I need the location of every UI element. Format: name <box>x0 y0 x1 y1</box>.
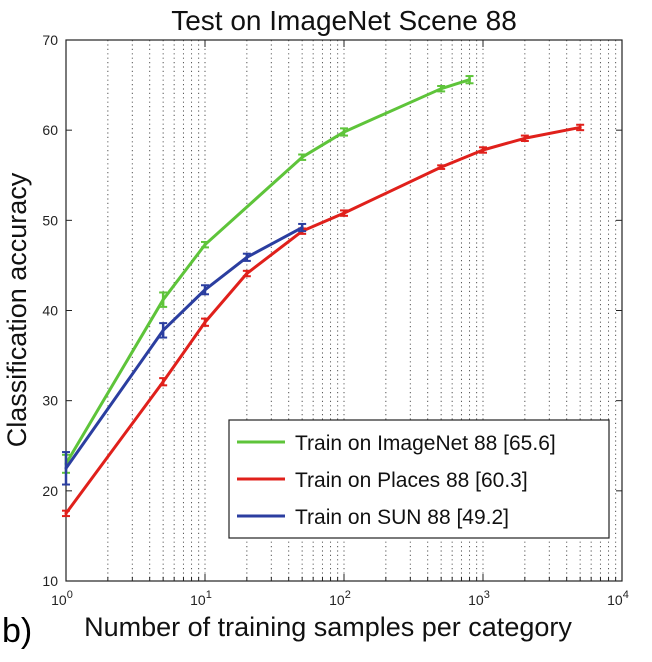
error-bar <box>201 284 209 296</box>
x-tick-label: 102 <box>329 589 351 608</box>
error-bar <box>201 240 209 249</box>
error-bar <box>159 322 168 339</box>
error-bar <box>242 252 251 262</box>
data-point <box>578 125 582 129</box>
y-tick-label: 20 <box>42 483 58 499</box>
x-tick-label: 104 <box>607 589 629 608</box>
data-point <box>468 78 472 82</box>
legend-box <box>228 419 610 539</box>
data-point <box>161 328 165 332</box>
error-bar <box>437 164 446 170</box>
data-point <box>203 288 207 292</box>
error-bar <box>479 146 487 154</box>
chart-title: Test on ImageNet Scene 88 <box>171 5 517 36</box>
error-bar <box>437 84 446 93</box>
y-axis-label: Classification accuracy <box>2 172 32 447</box>
legend-entry: Train on ImageNet 88 [65.6] <box>295 432 556 455</box>
series-0 <box>62 75 474 474</box>
y-tick-label: 40 <box>42 303 58 319</box>
data-point <box>161 380 165 384</box>
data-point <box>300 226 304 230</box>
error-bar <box>340 127 348 137</box>
legend[interactable]: Train on ImageNet 88 [65.6] Train on Plac… <box>228 419 610 539</box>
x-tick-label: 103 <box>468 589 490 608</box>
y-tick-label: 30 <box>42 393 58 409</box>
panel-label: b) <box>2 612 33 650</box>
error-bar <box>298 153 307 161</box>
error-bar <box>576 123 585 132</box>
y-tick-label: 50 <box>42 212 58 228</box>
legend-entry: Train on SUN 88 [49.2] <box>295 506 509 529</box>
error-bar <box>159 377 168 387</box>
error-bar <box>62 451 70 486</box>
data-point <box>245 255 249 259</box>
error-bar <box>62 509 70 518</box>
data-point <box>342 211 346 215</box>
error-bar <box>201 317 209 327</box>
y-tick-label: 10 <box>42 573 58 589</box>
x-tick-label: 100 <box>51 589 73 608</box>
data-point <box>161 298 165 302</box>
data-point <box>300 155 304 159</box>
error-bar <box>242 269 251 278</box>
data-point <box>245 272 249 276</box>
x-tick-label: 101 <box>190 589 212 608</box>
series-layer <box>62 75 585 518</box>
axes: 10 20 30 40 50 60 70 100 101 102 103 104 <box>42 32 628 608</box>
y-tick-label: 70 <box>42 32 58 48</box>
data-point <box>203 243 207 247</box>
legend-entry: Train on Places 88 [60.3] <box>295 469 528 492</box>
x-axis-label: Number of training samples per category <box>84 612 572 642</box>
error-bar <box>520 134 529 142</box>
data-point <box>64 466 68 470</box>
data-point <box>439 165 443 169</box>
error-bar <box>465 75 474 85</box>
series-line <box>64 125 581 515</box>
error-bar <box>340 209 348 217</box>
data-point <box>439 87 443 91</box>
data-point <box>481 148 485 152</box>
data-point <box>64 511 68 515</box>
error-bar <box>298 222 307 233</box>
series-2 <box>62 222 307 486</box>
error-bar <box>159 291 168 308</box>
data-point <box>523 136 527 140</box>
data-point <box>203 320 207 324</box>
y-tick-label: 60 <box>42 122 58 138</box>
data-point <box>342 130 346 134</box>
series-line <box>64 78 470 465</box>
series-1 <box>62 123 585 518</box>
